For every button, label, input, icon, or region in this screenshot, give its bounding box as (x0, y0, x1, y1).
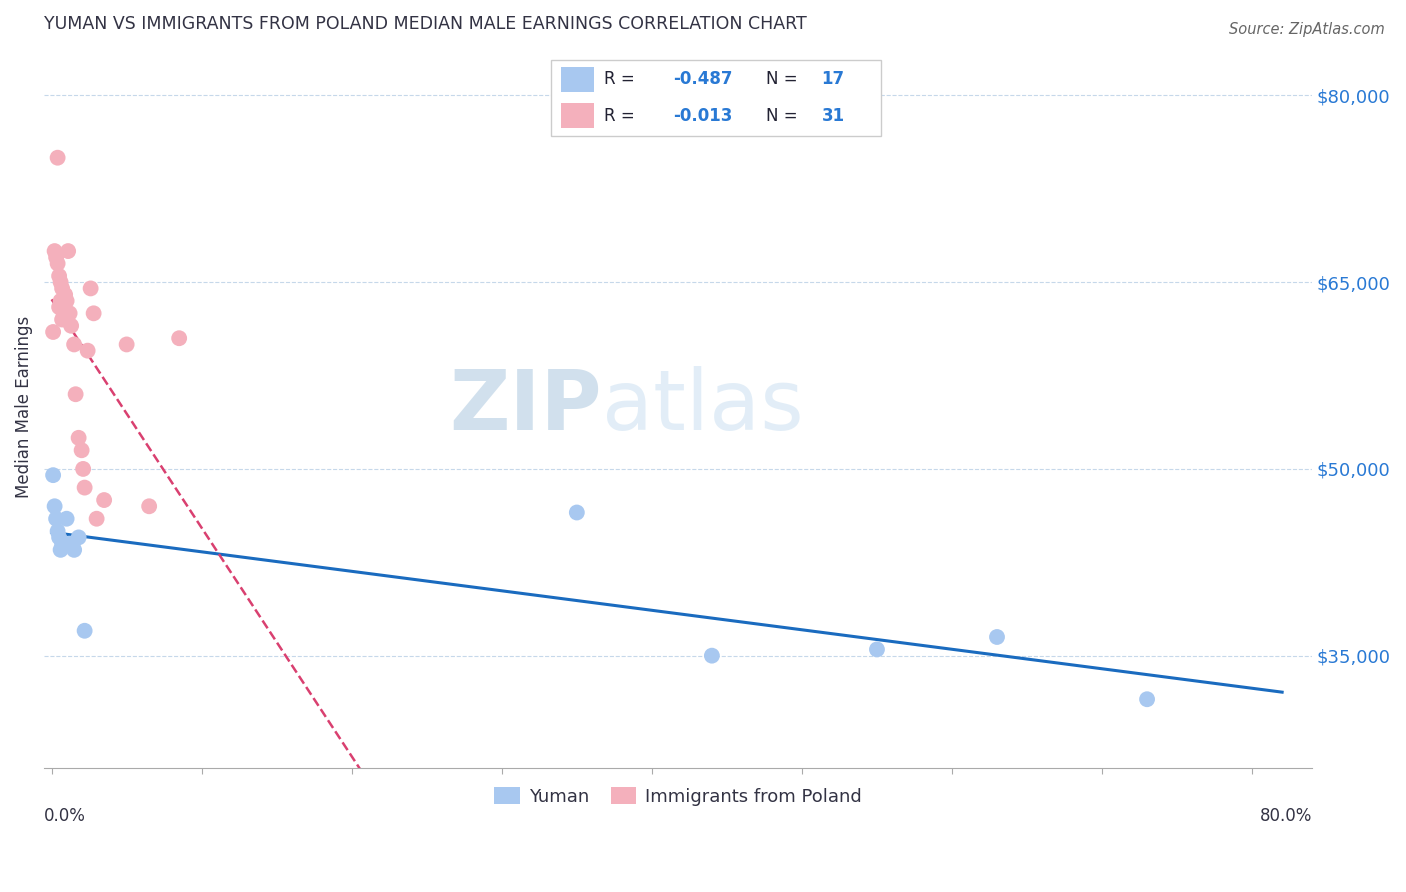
Point (55, 293, 77, 308)
Point (59, 306, 82, 320)
Point (67, 431, 90, 445)
Legend: Yuman, Immigrants from Poland: Yuman, Immigrants from Poland (488, 780, 869, 813)
Point (55, 512, 77, 526)
Point (86, 512, 108, 526)
Text: ZIP: ZIP (450, 367, 602, 447)
Point (48, 300, 70, 314)
Point (70, 443, 93, 458)
Point (48, 268, 70, 283)
Point (45, 250, 67, 264)
Point (115, 337, 138, 351)
Point (49, 542, 72, 557)
Point (866, 642, 889, 657)
Point (51, 281, 73, 295)
Y-axis label: Median Male Earnings: Median Male Earnings (15, 316, 32, 498)
Point (79, 281, 101, 295)
Text: atlas: atlas (602, 367, 804, 447)
Point (73, 624, 96, 638)
Point (56, 244, 79, 258)
Point (73, 481, 96, 495)
Point (51, 312, 73, 326)
Point (44, 500, 66, 514)
Point (63, 542, 86, 557)
Point (138, 500, 160, 514)
Point (65, 387, 87, 401)
Point (49, 275, 72, 289)
Point (45, 512, 67, 526)
Text: YUMAN VS IMMIGRANTS FROM POLAND MEDIAN MALE EARNINGS CORRELATION CHART: YUMAN VS IMMIGRANTS FROM POLAND MEDIAN M… (44, 15, 807, 33)
Point (76, 343, 98, 358)
Point (986, 630, 1008, 644)
Point (46, 151, 69, 165)
Point (44, 244, 66, 258)
Point (83, 306, 105, 320)
Point (700, 648, 723, 663)
Point (63, 337, 86, 351)
Text: Source: ZipAtlas.com: Source: ZipAtlas.com (1229, 22, 1385, 37)
Point (48, 530, 70, 544)
Point (67, 530, 90, 544)
Point (93, 493, 115, 508)
Point (49, 293, 72, 308)
Point (60, 318, 83, 333)
Point (72, 462, 94, 476)
Point (565, 506, 588, 520)
Point (1136, 692, 1159, 706)
Point (42, 468, 65, 483)
Text: 0.0%: 0.0% (44, 807, 86, 825)
Point (53, 287, 76, 301)
Point (167, 331, 190, 345)
Point (42, 325, 65, 339)
Point (59, 536, 82, 550)
Point (46, 256, 69, 270)
Point (52, 306, 75, 320)
Point (51, 536, 73, 550)
Text: 80.0%: 80.0% (1260, 807, 1312, 825)
Point (46, 524, 69, 538)
